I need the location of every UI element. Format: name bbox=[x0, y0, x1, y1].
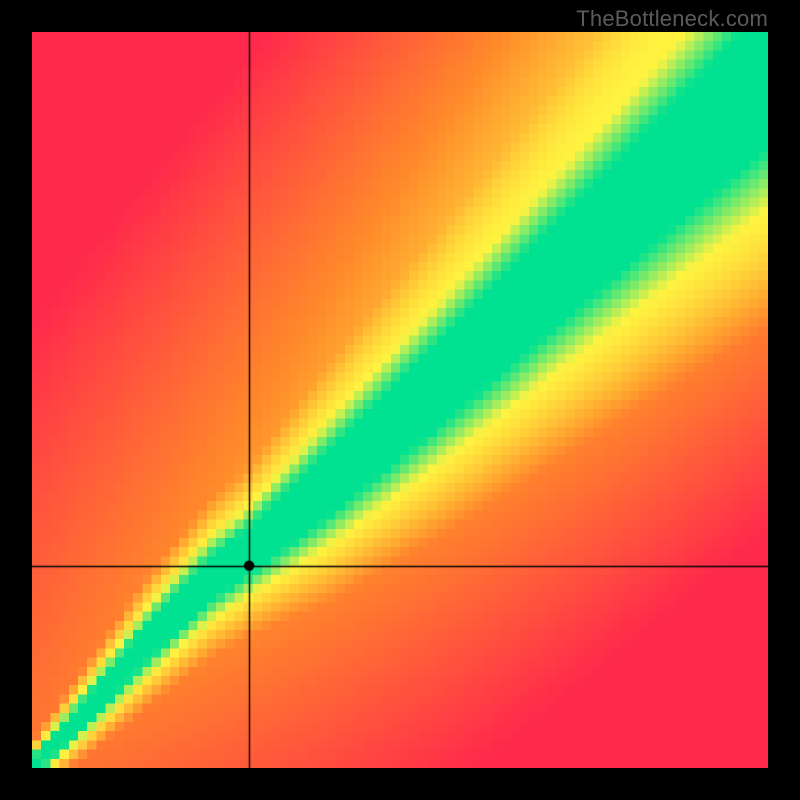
watermark-text: TheBottleneck.com bbox=[576, 6, 768, 32]
bottleneck-heatmap bbox=[32, 32, 768, 768]
chart-container: TheBottleneck.com bbox=[0, 0, 800, 800]
